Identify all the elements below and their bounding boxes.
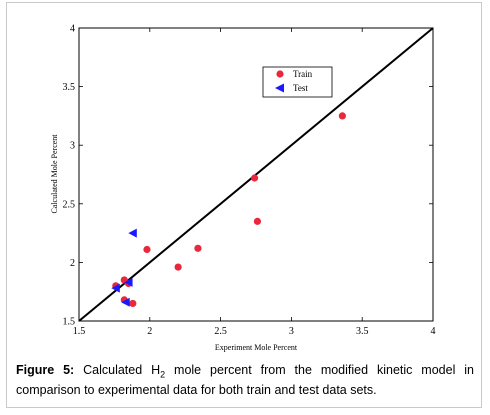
test-point [121, 297, 130, 307]
caption-subscript: 2 [160, 369, 166, 380]
reference-line [78, 27, 434, 322]
x-tick-label: 2.5 [214, 326, 227, 337]
y-tick-label: 4 [70, 24, 75, 35]
caption-text-1: Calculated H [74, 363, 161, 377]
legend-box [262, 66, 333, 98]
x-axis-label: Experiment Mole Percent [215, 343, 298, 352]
x-tick-label: 1.5 [73, 326, 86, 337]
legend-test-marker [275, 83, 284, 93]
y-tick-label: 3.5 [63, 82, 76, 93]
train-point [129, 299, 137, 308]
y-axis-label: Calculated Mole Percent [50, 134, 59, 214]
train-point [250, 174, 259, 182]
train-point [174, 263, 182, 271]
caption-text-2: mole percent from the modified kinetic m… [16, 363, 474, 397]
caption-label: Figure 5: [16, 363, 75, 377]
y-tick-label: 1.5 [63, 317, 76, 328]
x-tick-label: 3.5 [356, 326, 369, 337]
y-tick-label: 3 [70, 141, 75, 152]
y-tick-label: 2 [70, 258, 75, 269]
reference-line-group [78, 27, 434, 322]
x-tick-label: 3 [289, 326, 294, 337]
x-tick-label: 2 [147, 326, 152, 337]
test-point [128, 228, 137, 238]
legend-test-label: Test [293, 83, 308, 93]
legend-train-marker [276, 70, 284, 78]
legend: Train Test [262, 66, 333, 98]
legend-train-label: Train [293, 69, 313, 79]
scatter-chart: 1.5 2 2.5 3 3.5 4 1.5 2 2.5 3 3.5 4 Experiment Mole… [50, 24, 436, 353]
figure-caption: Figure 5: Calculated H2 mole percent fro… [16, 363, 474, 398]
train-point [143, 245, 151, 254]
data-points-group [111, 112, 346, 308]
y-tick-label: 2.5 [63, 199, 76, 210]
train-point [253, 217, 262, 225]
test-point [111, 283, 120, 293]
x-tick-label: 4 [431, 326, 436, 337]
train-point [194, 244, 202, 252]
test-point [124, 277, 133, 287]
train-point [338, 112, 346, 120]
